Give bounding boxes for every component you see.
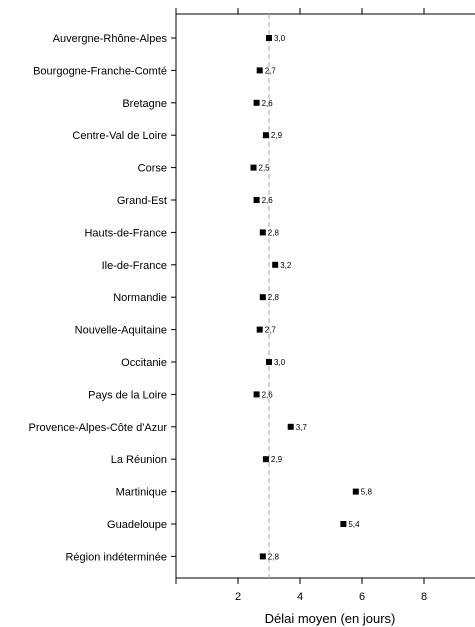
data-point	[262, 456, 269, 463]
data-point	[262, 132, 269, 139]
value-label: 2,9	[271, 455, 283, 464]
data-point	[272, 261, 279, 268]
category-label: Pays de la Loire	[88, 389, 167, 401]
category-label: Corse	[138, 163, 167, 175]
category-label: Martinique	[116, 487, 167, 499]
data-point	[266, 359, 272, 365]
category-label: Ile-de-France	[102, 260, 167, 272]
x-axis-title: Délai moyen (en jours)	[265, 611, 396, 626]
value-label: 2,9	[271, 131, 283, 140]
category-label: Bretagne	[122, 98, 167, 110]
category-label: La Réunion	[111, 454, 167, 466]
x-axis: 2 4 6 8	[175, 8, 427, 603]
value-label: 5,4	[348, 520, 360, 529]
data-point	[256, 67, 263, 74]
data-point	[259, 294, 266, 301]
category-label: Occitanie	[121, 357, 167, 369]
value-label: 2,6	[262, 196, 274, 205]
value-label: 3,0	[274, 34, 286, 43]
plot-frame	[175, 13, 475, 579]
category-label: Bourgogne-Franche-Comté	[33, 65, 167, 77]
value-label: 2,6	[262, 99, 274, 108]
value-label: 3,2	[280, 261, 292, 270]
category-label: Région indéterminée	[65, 551, 167, 563]
data-point	[253, 391, 260, 398]
data-point	[259, 553, 266, 560]
category-label: Centre-Val de Loire	[72, 130, 167, 142]
data-point	[287, 423, 294, 430]
data-point	[250, 164, 257, 171]
value-label: 2,6	[262, 390, 274, 399]
value-label: 2,8	[268, 552, 280, 561]
value-label: 5,8	[361, 488, 373, 497]
value-label: 2,7	[265, 326, 277, 335]
x-tick-label-6: 6	[359, 591, 365, 603]
category-label: Nouvelle-Aquitaine	[75, 325, 167, 337]
category-label: Provence-Alpes-Côte d'Azur	[29, 422, 168, 434]
category-label: Hauts-de-France	[84, 227, 167, 239]
x-tick-label-2: 2	[235, 591, 241, 603]
data-point	[340, 521, 347, 527]
value-label: 3,0	[274, 358, 286, 367]
category-label: Guadeloupe	[107, 519, 167, 531]
data-point	[352, 488, 359, 495]
category-label: Auvergne-Rhône-Alpes	[53, 33, 168, 45]
data-point	[266, 35, 272, 41]
data-point	[253, 99, 260, 106]
value-labels: 3,0 2,7 2,6 2,9 2,5 2,6 2,8 3,2 2,8 2,7 3,0 2,6 3,7 2…	[259, 34, 373, 561]
data-point	[253, 197, 260, 203]
x-tick-label-8: 8	[421, 591, 427, 603]
category-label: Grand-Est	[117, 195, 167, 207]
data-points	[250, 35, 359, 560]
value-label: 2,7	[265, 66, 277, 75]
data-point	[256, 326, 263, 333]
value-label: 2,5	[259, 164, 271, 173]
category-label: Normandie	[113, 292, 167, 304]
category-labels: Auvergne-Rhône-Alpes Bourgogne-Franche-Co…	[29, 33, 176, 563]
value-label: 2,8	[268, 293, 280, 302]
data-point	[259, 229, 266, 236]
value-label: 2,8	[268, 228, 280, 237]
x-tick-label-4: 4	[297, 591, 303, 603]
value-label: 3,7	[296, 423, 308, 432]
